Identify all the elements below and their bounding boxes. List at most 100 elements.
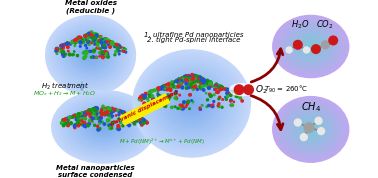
Circle shape — [129, 120, 132, 122]
Circle shape — [68, 53, 71, 56]
Circle shape — [215, 83, 218, 86]
Circle shape — [133, 121, 135, 123]
Circle shape — [116, 44, 118, 45]
Circle shape — [211, 82, 212, 83]
Circle shape — [90, 109, 93, 112]
Circle shape — [77, 125, 79, 127]
Ellipse shape — [65, 100, 143, 154]
Circle shape — [210, 86, 211, 87]
Ellipse shape — [91, 118, 116, 136]
Circle shape — [119, 50, 121, 52]
Circle shape — [68, 117, 70, 119]
Circle shape — [75, 118, 78, 121]
Ellipse shape — [158, 73, 225, 134]
Circle shape — [150, 90, 153, 92]
Circle shape — [227, 89, 229, 92]
Circle shape — [117, 109, 119, 111]
Ellipse shape — [61, 97, 146, 157]
Circle shape — [119, 46, 121, 48]
Circle shape — [104, 109, 105, 110]
Circle shape — [146, 122, 148, 124]
Ellipse shape — [164, 78, 220, 129]
Circle shape — [108, 119, 110, 122]
Ellipse shape — [279, 20, 343, 73]
Circle shape — [193, 86, 195, 88]
Circle shape — [96, 112, 98, 114]
Ellipse shape — [301, 121, 320, 138]
Circle shape — [178, 79, 180, 81]
Circle shape — [77, 114, 80, 116]
Ellipse shape — [88, 53, 93, 57]
Ellipse shape — [310, 46, 312, 47]
Circle shape — [187, 75, 189, 78]
Circle shape — [90, 35, 92, 37]
Circle shape — [157, 88, 160, 90]
Circle shape — [121, 111, 124, 113]
Circle shape — [170, 93, 172, 96]
Ellipse shape — [275, 17, 347, 76]
Circle shape — [85, 118, 86, 120]
Circle shape — [107, 108, 109, 111]
Ellipse shape — [59, 27, 122, 83]
Circle shape — [130, 114, 132, 117]
Circle shape — [118, 109, 121, 112]
Circle shape — [93, 39, 95, 42]
Circle shape — [131, 116, 133, 118]
Ellipse shape — [178, 91, 205, 116]
Circle shape — [140, 95, 143, 98]
Ellipse shape — [287, 27, 335, 66]
Circle shape — [85, 51, 88, 54]
Circle shape — [198, 76, 201, 79]
Circle shape — [167, 94, 169, 97]
Circle shape — [89, 36, 91, 38]
Circle shape — [118, 111, 119, 112]
Circle shape — [197, 78, 200, 81]
Circle shape — [94, 113, 97, 115]
Ellipse shape — [53, 21, 129, 89]
Circle shape — [85, 123, 86, 125]
Circle shape — [77, 119, 79, 121]
Circle shape — [224, 88, 226, 90]
Circle shape — [152, 99, 153, 100]
Circle shape — [115, 50, 117, 53]
Circle shape — [181, 86, 184, 89]
Ellipse shape — [280, 22, 341, 71]
Circle shape — [225, 98, 227, 100]
Circle shape — [301, 134, 307, 141]
Circle shape — [175, 79, 178, 81]
Circle shape — [81, 112, 84, 114]
Ellipse shape — [74, 106, 133, 148]
Circle shape — [198, 86, 200, 87]
Circle shape — [190, 83, 192, 86]
Ellipse shape — [84, 49, 97, 61]
Ellipse shape — [100, 124, 107, 130]
Circle shape — [55, 50, 57, 52]
Circle shape — [84, 112, 87, 114]
Circle shape — [94, 108, 96, 110]
Circle shape — [102, 51, 105, 54]
Circle shape — [101, 41, 104, 44]
Circle shape — [178, 78, 180, 81]
Circle shape — [191, 75, 193, 77]
Circle shape — [177, 78, 180, 81]
Circle shape — [206, 80, 208, 82]
Circle shape — [110, 116, 113, 118]
Circle shape — [170, 106, 173, 109]
Circle shape — [210, 81, 212, 83]
Circle shape — [200, 77, 202, 79]
Circle shape — [104, 38, 105, 40]
Circle shape — [170, 84, 172, 86]
Circle shape — [71, 41, 74, 43]
Circle shape — [74, 39, 76, 41]
Circle shape — [87, 110, 89, 112]
Circle shape — [100, 109, 102, 112]
Circle shape — [117, 44, 119, 46]
Circle shape — [189, 94, 191, 96]
Circle shape — [99, 35, 102, 38]
Circle shape — [122, 111, 124, 113]
Circle shape — [81, 121, 83, 122]
Circle shape — [185, 85, 187, 87]
Circle shape — [104, 113, 106, 115]
Circle shape — [163, 85, 164, 87]
Circle shape — [178, 85, 180, 87]
